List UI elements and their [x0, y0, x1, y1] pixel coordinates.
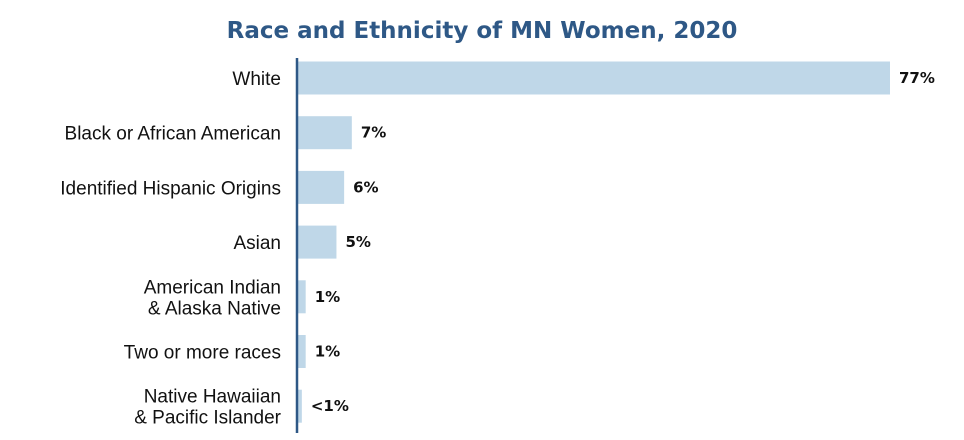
category-label-line: American Indian: [144, 277, 281, 298]
category-label-5: American Indian & Alaska Native: [144, 277, 281, 319]
category-label-line: & Pacific Islander: [134, 408, 281, 429]
bar-6: [298, 335, 306, 368]
category-label-2: Black or African American: [65, 124, 281, 145]
bars-layer: [298, 61, 890, 423]
category-label-line: White: [232, 69, 281, 90]
category-label-line: Two or more races: [124, 343, 281, 364]
bar-4: [298, 225, 337, 259]
chart-title: Race and Ethnicity of MN Women, 2020: [227, 18, 738, 44]
data-label-2: 7%: [361, 124, 386, 142]
category-label-line: Native Hawaiian: [144, 387, 281, 408]
category-label-1: White: [232, 69, 281, 90]
category-label-line: Asian: [233, 233, 281, 254]
bar-2: [298, 116, 352, 150]
data-label-6: 1%: [315, 343, 340, 361]
category-label-7: Native Hawaiian & Pacific Islander: [134, 387, 281, 429]
data-label-1: 77%: [899, 69, 935, 87]
category-label-line: Black or African American: [65, 124, 281, 145]
data-label-5: 1%: [315, 288, 340, 306]
category-labels-layer: White Black or African American Identified…: [60, 69, 281, 429]
category-label-4: Asian: [233, 233, 281, 254]
data-label-7: <1%: [311, 397, 349, 415]
data-label-3: 6%: [353, 178, 378, 196]
category-label-6: Two or more races: [124, 343, 281, 364]
category-label-3: Identified Hispanic Origins: [60, 178, 281, 199]
category-label-line: & Alaska Native: [148, 298, 281, 319]
bar-5: [298, 280, 306, 314]
category-label-line: Identified Hispanic Origins: [60, 178, 281, 199]
bar-3: [298, 170, 345, 204]
data-label-4: 5%: [345, 233, 370, 251]
value-labels-layer: 77% 7% 6% 5% 1% 1% <1%: [311, 69, 935, 415]
bar-1: [298, 61, 890, 95]
bar-7: [298, 389, 302, 423]
